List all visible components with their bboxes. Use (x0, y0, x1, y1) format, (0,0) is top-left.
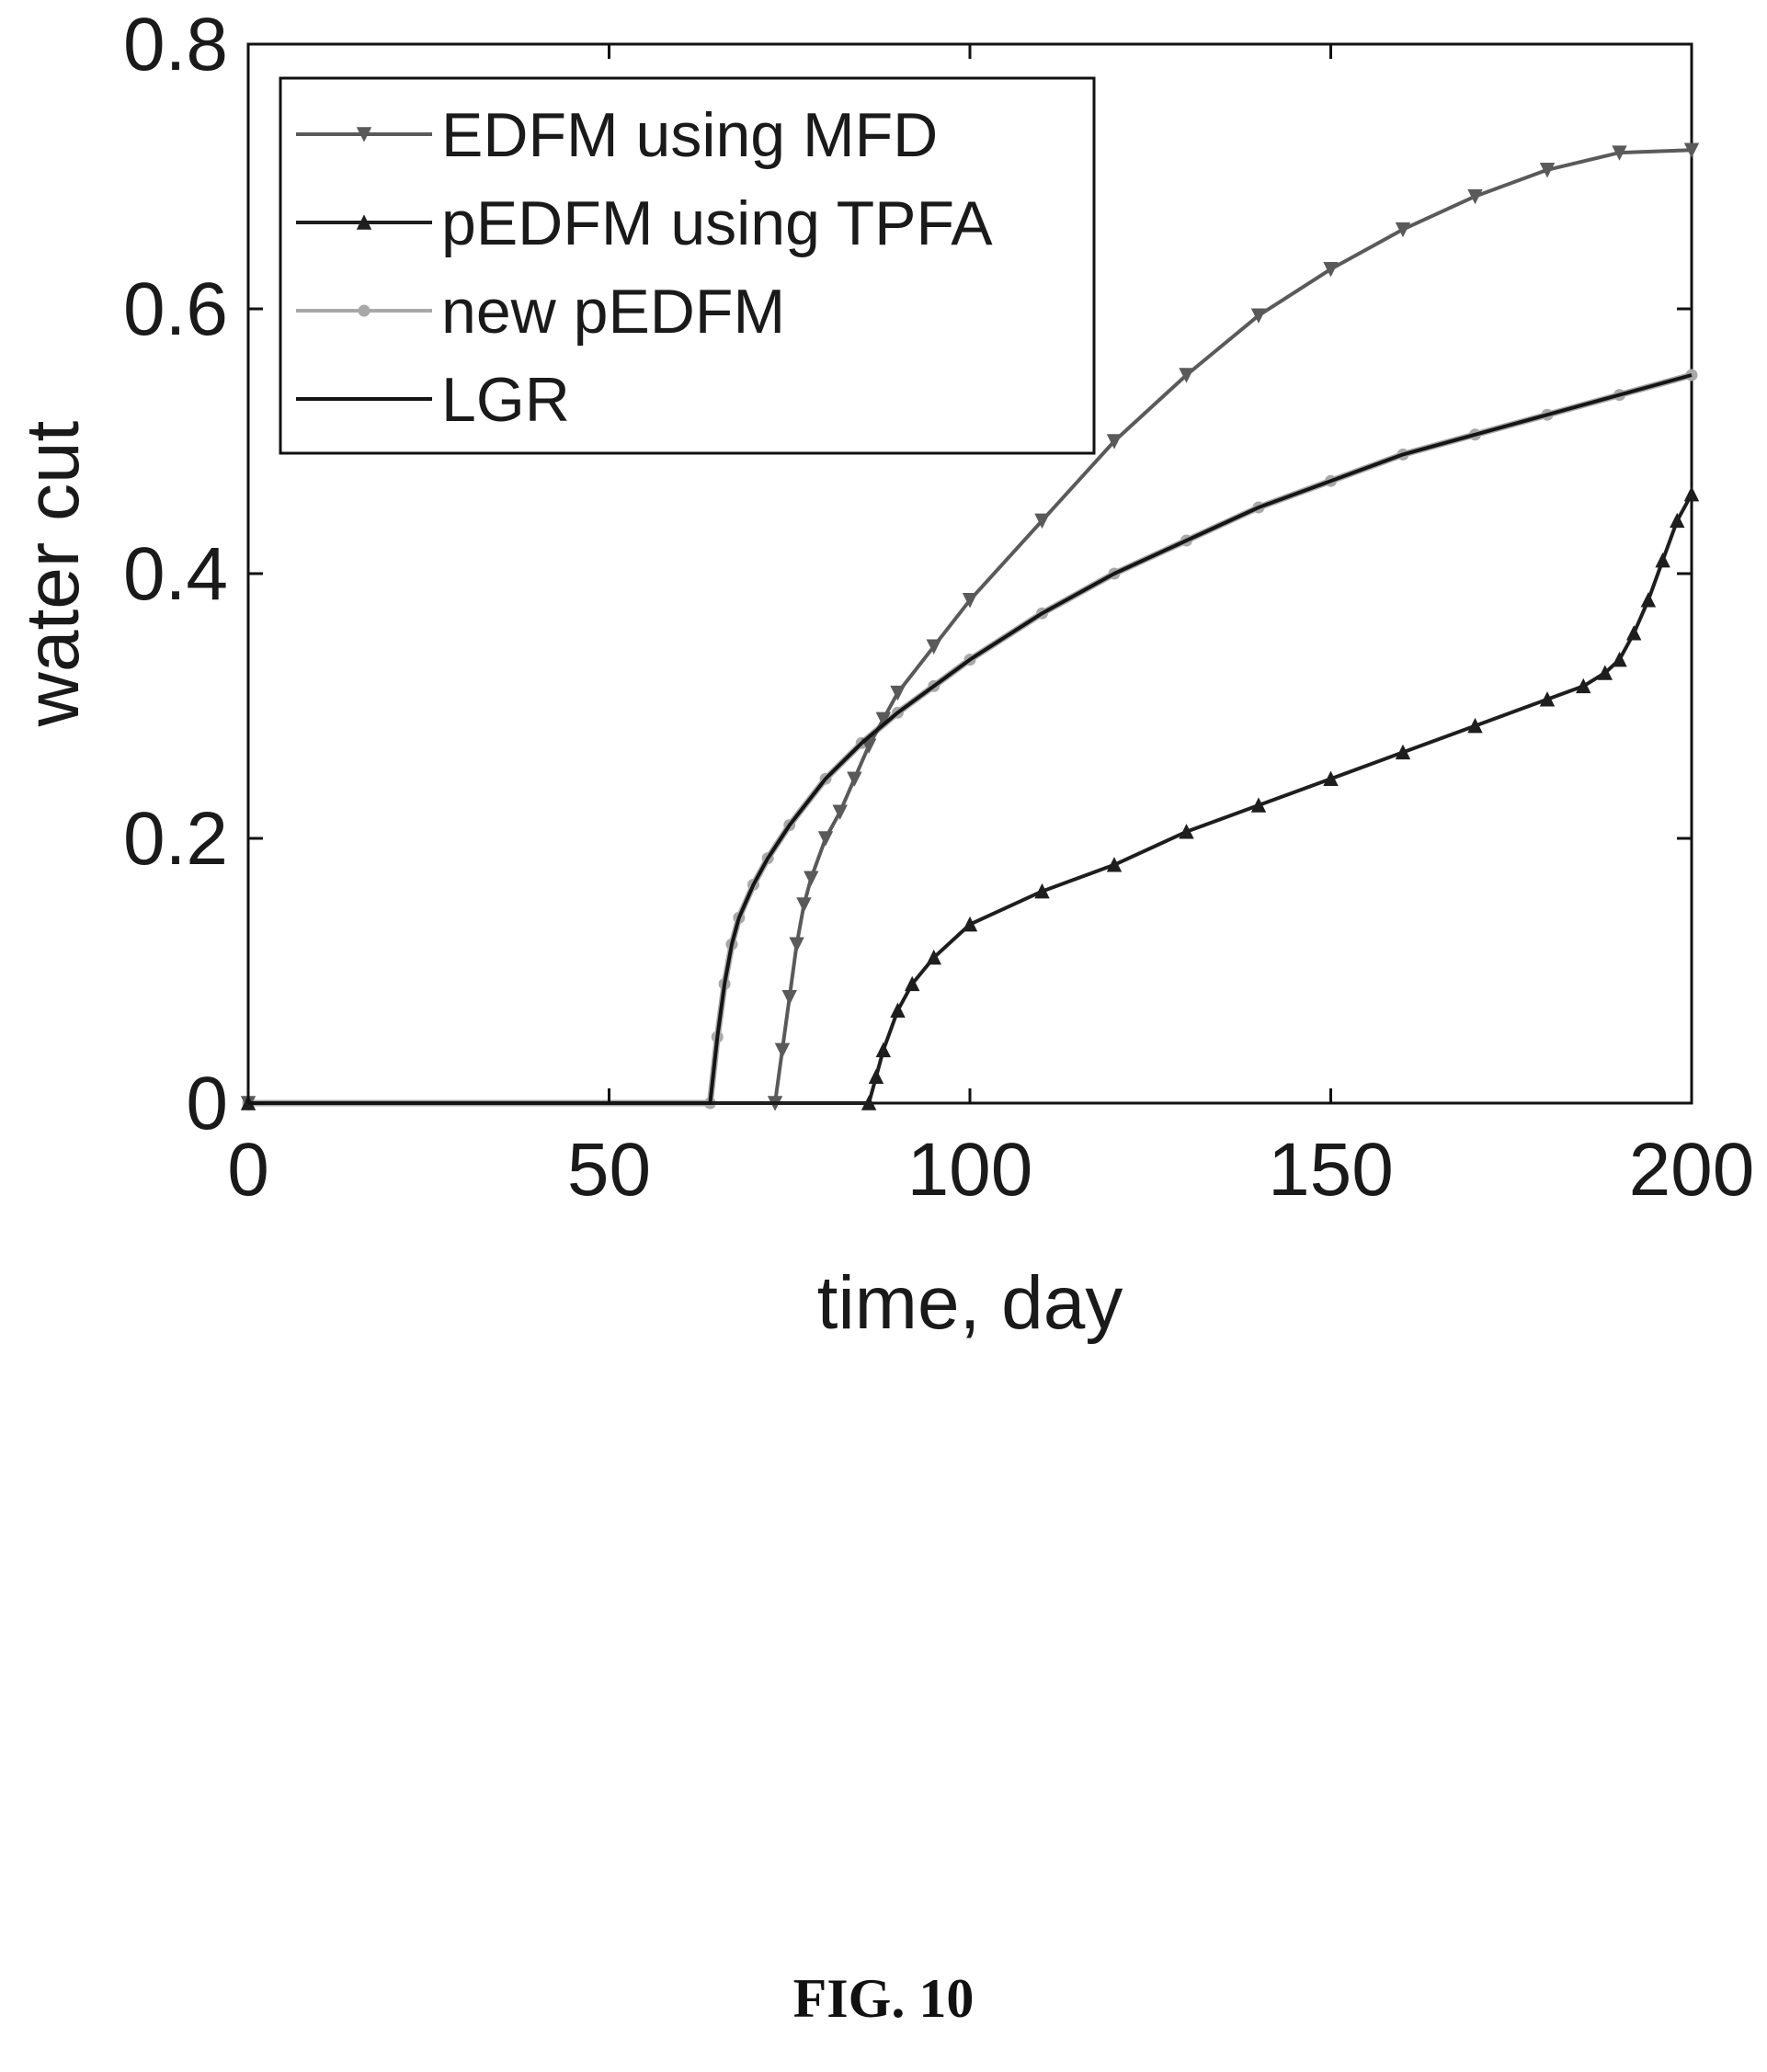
data-point-pedfm-using-tpfa (926, 949, 941, 965)
legend-label-lgr: LGR (441, 365, 570, 435)
data-point-edfm-using-mfd (1683, 142, 1700, 158)
data-point-edfm-using-mfd (875, 712, 892, 728)
data-point-pedfm-using-tpfa (1106, 857, 1123, 872)
data-point-edfm-using-mfd (1539, 163, 1556, 178)
y-tick-label: 0.4 (123, 532, 228, 616)
x-tick-label: 150 (1268, 1128, 1394, 1212)
x-tick-label: 0 (227, 1128, 269, 1212)
legend-entry-lgr: LGR (296, 365, 570, 435)
data-point-edfm-using-mfd (1106, 434, 1123, 450)
data-point-pedfm-using-tpfa (890, 1002, 906, 1018)
data-point-pedfm-using-tpfa (861, 1095, 877, 1110)
data-point-edfm-using-mfd (1034, 513, 1050, 529)
legend-label-new-pedfm: new pEDFM (441, 277, 785, 347)
legend-marker-edfm-using-mfd (356, 127, 372, 142)
series-pedfm-using-tpfa (240, 485, 1700, 1110)
data-point-edfm-using-mfd (926, 639, 941, 655)
legend-entry-pedfm-using-tpfa: pEDFM using TPFA (296, 188, 993, 258)
y-tick-label: 0.2 (123, 797, 228, 881)
tick-layer: 0 50 100 150 200 0 0.2 0.4 0.6 0.8 (123, 3, 1754, 1212)
data-point-edfm-using-mfd (1179, 368, 1194, 383)
y-tick-label: 0.8 (123, 3, 228, 86)
data-point-pedfm-using-tpfa (1640, 592, 1657, 608)
data-point-edfm-using-mfd (890, 685, 906, 701)
data-point-edfm-using-mfd (789, 937, 804, 952)
legend-entry-edfm-using-mfd: EDFM using MFD (296, 100, 938, 170)
data-point-pedfm-using-tpfa (1179, 824, 1194, 839)
x-tick-label: 200 (1629, 1128, 1755, 1212)
data-point-pedfm-using-tpfa (1395, 744, 1411, 760)
data-point-pedfm-using-tpfa (1539, 691, 1556, 707)
x-tick-label: 100 (907, 1128, 1033, 1212)
x-tick-label: 50 (567, 1128, 651, 1212)
data-point-edfm-using-mfd (962, 593, 978, 609)
data-point-edfm-using-mfd (1612, 145, 1627, 161)
legend-label-pedfm-using-tpfa: pEDFM using TPFA (441, 188, 993, 258)
x-axis-title: time, day (817, 1261, 1123, 1345)
series-layer (240, 142, 1700, 1111)
data-point-pedfm-using-tpfa (1467, 717, 1483, 734)
data-point-edfm-using-mfd (1323, 262, 1339, 278)
legend-marker-new-pedfm (358, 304, 370, 317)
data-point-edfm-using-mfd (817, 831, 834, 847)
data-point-edfm-using-mfd (832, 804, 848, 820)
y-axis-title: water cut (11, 420, 95, 727)
data-point-pedfm-using-tpfa (962, 916, 978, 932)
data-point-pedfm-using-tpfa (1250, 797, 1267, 813)
data-point-pedfm-using-tpfa (1576, 677, 1591, 694)
data-point-pedfm-using-tpfa (1625, 625, 1642, 641)
data-point-edfm-using-mfd (1250, 308, 1267, 324)
data-point-pedfm-using-tpfa (868, 1068, 884, 1084)
data-point-edfm-using-mfd (847, 771, 862, 787)
data-point-edfm-using-mfd (781, 990, 797, 1006)
figure-caption: FIG. 10 (792, 1968, 975, 2029)
data-point-edfm-using-mfd (804, 871, 819, 886)
data-point-pedfm-using-tpfa (875, 1042, 892, 1058)
data-point-pedfm-using-tpfa (1612, 651, 1627, 667)
legend-entry-new-pedfm: new pEDFM (296, 277, 785, 347)
data-point-edfm-using-mfd (1467, 188, 1483, 205)
y-tick-label: 0.6 (123, 268, 228, 351)
data-point-pedfm-using-tpfa (1597, 665, 1613, 680)
legend-box (279, 76, 1096, 455)
data-point-pedfm-using-tpfa (1683, 485, 1700, 502)
data-point-pedfm-using-tpfa (1034, 882, 1050, 899)
data-point-edfm-using-mfd (796, 897, 812, 913)
series-lgr (248, 373, 1693, 1105)
legend-marker-pedfm-using-tpfa (356, 214, 372, 230)
legend: EDFM using MFD pEDFM using TPFA new pEDFM L… (279, 76, 1096, 455)
data-point-pedfm-using-tpfa (1670, 512, 1685, 529)
series-line-lgr (248, 373, 1693, 1105)
data-point-pedfm-using-tpfa (1655, 552, 1670, 568)
data-point-pedfm-using-tpfa (904, 975, 920, 992)
y-tick-label: 0 (186, 1062, 228, 1145)
series-edfm-using-mfd (240, 142, 1700, 1111)
data-point-edfm-using-mfd (1395, 222, 1411, 238)
legend-entries: EDFM using MFD pEDFM using TPFA new pEDFM L… (296, 100, 993, 435)
data-point-pedfm-using-tpfa (1323, 770, 1339, 786)
data-point-edfm-using-mfd (774, 1042, 791, 1059)
legend-label-edfm-using-mfd: EDFM using MFD (441, 100, 938, 170)
